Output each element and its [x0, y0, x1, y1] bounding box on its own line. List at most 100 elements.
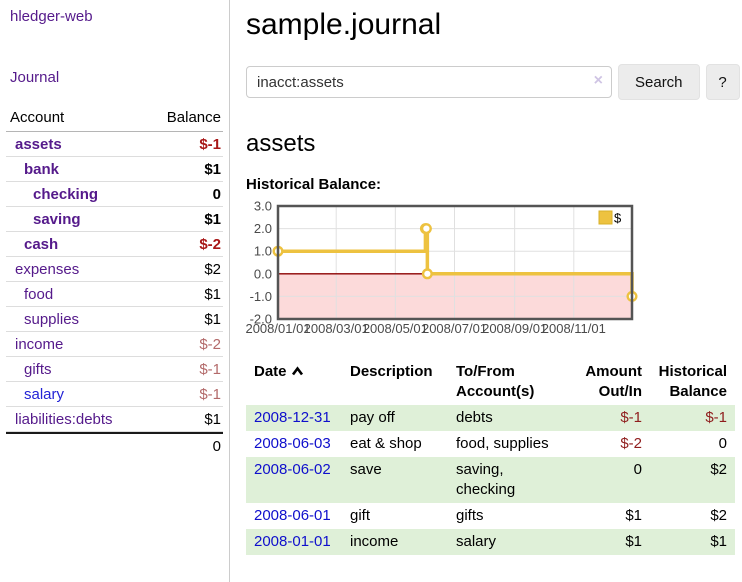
account-row: bank $1: [6, 157, 223, 182]
transaction-accounts: salary: [456, 533, 497, 550]
account-balance: $-2: [199, 235, 221, 253]
date-header-label: Date: [254, 363, 287, 380]
transaction-accounts: debts: [456, 409, 493, 426]
transaction-accounts: saving, checking: [456, 461, 516, 498]
x-tick-label: 2008/03/01: [304, 321, 369, 336]
account-link-salary[interactable]: salary: [24, 385, 65, 403]
transaction-amount: $-2: [620, 435, 642, 452]
search-input[interactable]: [246, 66, 612, 98]
chart-label: Historical Balance:: [246, 176, 382, 193]
sort-ascending-icon: [291, 366, 303, 376]
transaction-description: save: [350, 461, 382, 478]
transaction-description: pay off: [350, 409, 395, 426]
plot-border: [276, 204, 634, 321]
account-link-cash[interactable]: cash: [24, 235, 59, 253]
account-row: saving $1: [6, 207, 223, 232]
account-row: food $1: [6, 282, 223, 307]
transaction-row: 2008-06-03 eat & shop food, supplies $-2 0: [246, 431, 735, 457]
y-tick-label: 1.0: [254, 244, 272, 259]
transaction-date-link[interactable]: 2008-06-02: [254, 461, 331, 478]
account-link-saving[interactable]: saving: [33, 210, 81, 228]
account-link-expenses[interactable]: expenses: [15, 260, 80, 278]
balance-chart: $3.0 2.0 1.0 0.0 -1.0 -2.0 2008/01/01 2008/03/0…: [245, 199, 742, 345]
account-balance: $1: [204, 310, 221, 328]
accounts-total-value: 0: [212, 437, 221, 455]
x-tick-label: 2008/05/01: [363, 321, 428, 336]
legend-swatch: [598, 210, 613, 225]
account-balance: 0: [212, 185, 221, 203]
transaction-balance: 0: [718, 435, 727, 452]
transaction-balance: $2: [710, 507, 727, 524]
account-link-supplies[interactable]: supplies: [24, 310, 80, 328]
account-link-income[interactable]: income: [15, 335, 64, 353]
accounts-table-body: assets $-1 bank $1 checking 0 saving $1 cash $-2 e…: [6, 132, 223, 432]
y-tick-label: 2.0: [254, 221, 272, 236]
transaction-date-link[interactable]: 2008-01-01: [254, 533, 331, 550]
transaction-date-link[interactable]: 2008-12-31: [254, 409, 331, 426]
transaction-balance: $1: [710, 533, 727, 550]
y-tick-label: 0.0: [254, 266, 272, 281]
account-link-assets[interactable]: assets: [15, 135, 62, 153]
x-tick-label: 2008/09/01: [482, 321, 547, 336]
transaction-description: eat & shop: [350, 435, 422, 452]
x-tick-label: 2008/07/01: [422, 321, 487, 336]
column-header-description: Description: [350, 363, 433, 380]
accounts-table: Account Balance assets $-1 bank $1 checking 0…: [6, 106, 223, 458]
account-link-checking[interactable]: checking: [33, 185, 99, 203]
account-row: expenses $2: [6, 257, 223, 282]
register-header-row: Date Description To/From Account(s) Amou…: [246, 359, 735, 405]
account-link-liabilities-debts[interactable]: liabilities:debts: [15, 410, 113, 428]
app-brand-link[interactable]: hledger-web: [10, 8, 93, 25]
account-link-food[interactable]: food: [24, 285, 54, 303]
data-point-marker: [420, 223, 432, 235]
transaction-row: 2008-06-02 save saving, checking 0 $2: [246, 457, 735, 503]
account-row: supplies $1: [6, 307, 223, 332]
account-row: gifts $-1: [6, 357, 223, 382]
balance-column-header: Balance: [166, 109, 221, 126]
column-header-historical-balance: Historical Balance: [658, 363, 727, 400]
search-box: ×: [246, 66, 612, 98]
register-table: Date Description To/From Account(s) Amou…: [246, 359, 735, 555]
transaction-amount: $-1: [620, 409, 642, 426]
account-balance: $1: [204, 210, 221, 228]
x-tick-label: 2008/01/01: [246, 321, 311, 336]
transaction-date-link[interactable]: 2008-06-01: [254, 507, 331, 524]
transaction-amount: 0: [633, 461, 642, 478]
accounts-total-row: 0: [6, 432, 223, 458]
balance-chart-svg: $3.0 2.0 1.0 0.0 -1.0 -2.02008/01/012008/03/0…: [245, 199, 638, 336]
accounts-table-header: Account Balance: [6, 106, 223, 132]
account-balance: $-1: [199, 360, 221, 378]
help-button[interactable]: ?: [705, 64, 740, 100]
account-balance: $-1: [199, 135, 221, 153]
account-row: checking 0: [6, 182, 223, 207]
transaction-balance: $2: [710, 461, 727, 478]
main-content: sample.journal × Search ? assets Histori…: [230, 0, 742, 555]
account-link-bank[interactable]: bank: [24, 160, 60, 178]
account-heading: assets: [246, 130, 316, 157]
account-row: income $-2: [6, 332, 223, 357]
search-button[interactable]: Search: [618, 64, 700, 100]
account-row: liabilities:debts $1: [6, 407, 223, 432]
clear-search-icon[interactable]: ×: [593, 72, 603, 89]
column-header-date[interactable]: Date: [246, 359, 342, 405]
sidebar-item-journal[interactable]: Journal: [10, 69, 60, 86]
sidebar: hledger-web Journal Account Balance asse…: [0, 0, 230, 582]
accounts-column-header: Account: [10, 109, 65, 126]
transaction-description: income: [350, 533, 399, 550]
column-header-accounts: To/From Account(s): [456, 363, 535, 400]
account-row: cash $-2: [6, 232, 223, 257]
transaction-amount: $1: [625, 507, 642, 524]
account-balance: $-1: [199, 385, 221, 403]
transaction-description: gift: [350, 507, 371, 524]
transaction-date-link[interactable]: 2008-06-03: [254, 435, 331, 452]
y-tick-label: -1.0: [250, 289, 272, 304]
account-row: salary $-1: [6, 382, 223, 407]
x-tick-label: 2008/11/01: [542, 321, 606, 336]
legend-label: $: [614, 211, 622, 226]
register-table-body: 2008-12-31 pay off debts $-1 $-1 2008-06-03 ea…: [246, 405, 735, 555]
transaction-accounts: gifts: [456, 507, 484, 524]
account-link-gifts[interactable]: gifts: [24, 360, 52, 378]
transaction-row: 2008-12-31 pay off debts $-1 $-1: [246, 405, 735, 431]
data-point-marker: [421, 268, 433, 280]
y-tick-label: -2.0: [250, 312, 272, 327]
